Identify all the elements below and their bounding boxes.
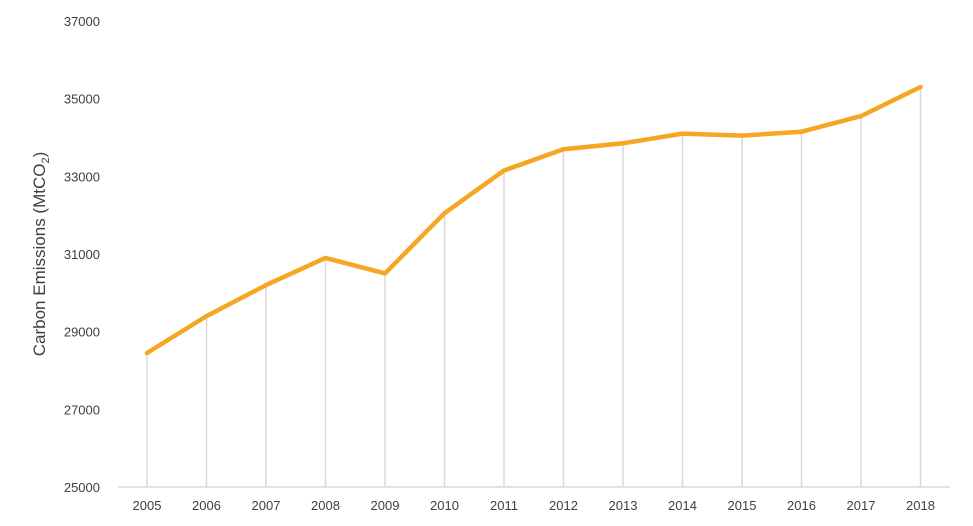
y-tick-labels: 25000 27000 29000 31000 33000 35000 37000 — [64, 14, 100, 495]
x-tick-label: 2012 — [549, 498, 578, 513]
data-point — [442, 211, 447, 216]
x-tick-label: 2018 — [906, 498, 935, 513]
y-tick-label: 27000 — [64, 402, 100, 417]
x-tick-label: 2016 — [787, 498, 816, 513]
y-tick-label: 31000 — [64, 247, 100, 262]
data-point — [204, 314, 209, 319]
data-point — [918, 85, 923, 90]
x-tick-label: 2006 — [192, 498, 221, 513]
data-point — [621, 141, 625, 146]
x-tick-label: 2005 — [133, 498, 162, 513]
series-group — [144, 84, 923, 356]
x-tick-label: 2015 — [728, 498, 757, 513]
data-point — [680, 131, 685, 136]
x-tick-labels: 2005 2006 2007 2008 2009 2010 2011 2012 2013 2014… — [133, 498, 935, 513]
x-tick-label: 2008 — [311, 498, 340, 513]
x-tick-label: 2010 — [430, 498, 459, 513]
y-tick-label: 33000 — [64, 169, 100, 184]
y-axis-label-main: Carbon Emissions (MtCO — [30, 164, 49, 357]
x-tick-label: 2007 — [252, 498, 281, 513]
y-tick-label: 25000 — [64, 480, 100, 495]
y-tick-label: 29000 — [64, 325, 100, 340]
data-point — [799, 129, 804, 134]
data-point — [561, 147, 566, 152]
y-axis-label-suffix: ) — [30, 152, 49, 158]
data-point — [502, 168, 506, 173]
data-point — [859, 114, 863, 119]
series-line — [144, 84, 923, 356]
data-point — [740, 133, 744, 138]
x-tick-label: 2014 — [668, 498, 697, 513]
x-tick-label: 2009 — [371, 498, 400, 513]
data-point — [383, 271, 387, 276]
y-axis-label-subscript: 2 — [40, 157, 52, 163]
data-point — [264, 283, 268, 288]
data-point — [323, 255, 328, 260]
y-tick-label: 35000 — [64, 92, 100, 107]
x-tick-label: 2013 — [609, 498, 638, 513]
x-tick-label: 2017 — [847, 498, 876, 513]
x-tick-label: 2011 — [490, 498, 518, 513]
drop-lines — [146, 87, 922, 487]
y-axis-label: Carbon Emissions (MtCO2) — [30, 152, 52, 357]
data-point — [145, 351, 149, 356]
y-tick-label: 37000 — [64, 14, 100, 29]
